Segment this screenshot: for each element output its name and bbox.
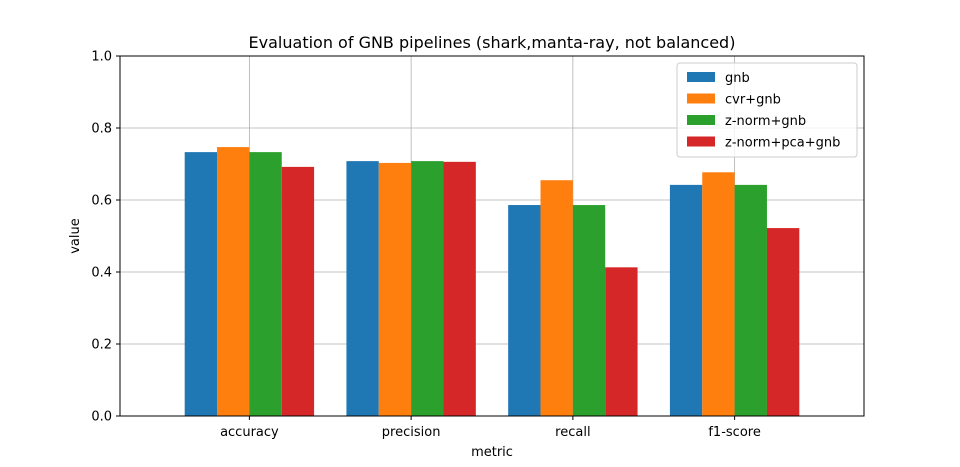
legend-swatch-z-norm+gnb (687, 115, 715, 125)
y-tick-label: 0.2 (91, 338, 112, 353)
chart-title: Evaluation of GNB pipelines (shark,manta… (249, 33, 736, 52)
y-tick-label: 0.0 (91, 410, 112, 425)
y-tick-label: 0.6 (91, 194, 112, 209)
y-axis: 0.0 0.2 0.4 0.6 0.8 1.0 (91, 50, 120, 425)
bar-cvr+gnb-precision (378, 162, 412, 416)
legend-label-cvr+gnb: cvr+gnb (725, 93, 781, 108)
legend-label-z-norm+gnb: z-norm+gnb (725, 114, 806, 129)
bars (184, 147, 800, 416)
legend: gnb cvr+gnb z-norm+gnb z-norm+pca+gnb (676, 62, 858, 158)
legend-swatch-cvr+gnb (687, 93, 715, 104)
bar-z-norm+pca+gnb-recall (605, 267, 638, 416)
bar-z-norm+gnb-f1-score (734, 184, 767, 416)
bar-z-norm+pca+gnb-accuracy (281, 166, 315, 416)
plot-frame (119, 55, 865, 417)
bar-cvr+gnb-f1-score (702, 172, 735, 416)
x-tick-label-accuracy: accuracy (220, 425, 279, 440)
legend-swatch-gnb (687, 72, 715, 82)
legend-label-gnb: gnb (725, 71, 750, 86)
y-axis-label: value (68, 218, 83, 254)
x-tick-label-f1-score: f1-score (708, 425, 760, 440)
bar-cvr+gnb-accuracy (217, 147, 250, 416)
legend-label-z-norm+pca+gnb: z-norm+pca+gnb (725, 136, 840, 151)
x-axis: accuracy precision recall f1-score (220, 416, 761, 440)
bar-z-norm+gnb-precision (411, 161, 444, 416)
bar-z-norm+pca+gnb-f1-score (766, 228, 800, 416)
x-tick-label-precision: precision (382, 425, 441, 440)
legend-swatch-z-norm+pca+gnb (687, 136, 715, 147)
y-tick-label: 0.8 (91, 122, 112, 137)
bar-gnb-recall (508, 205, 541, 416)
bar-z-norm+pca+gnb-precision (443, 161, 476, 416)
bar-gnb-precision (346, 161, 379, 416)
x-axis-label: metric (471, 445, 513, 460)
y-tick-label: 1.0 (91, 50, 112, 65)
bar-cvr+gnb-recall (540, 180, 573, 416)
legend-box (676, 62, 858, 158)
y-tick-label: 0.4 (91, 266, 112, 281)
bar-z-norm+gnb-recall (572, 205, 606, 416)
bar-gnb-accuracy (184, 152, 218, 416)
x-tick-label-recall: recall (555, 425, 590, 440)
bar-gnb-f1-score (669, 184, 703, 416)
bar-z-norm+gnb-accuracy (249, 152, 282, 416)
